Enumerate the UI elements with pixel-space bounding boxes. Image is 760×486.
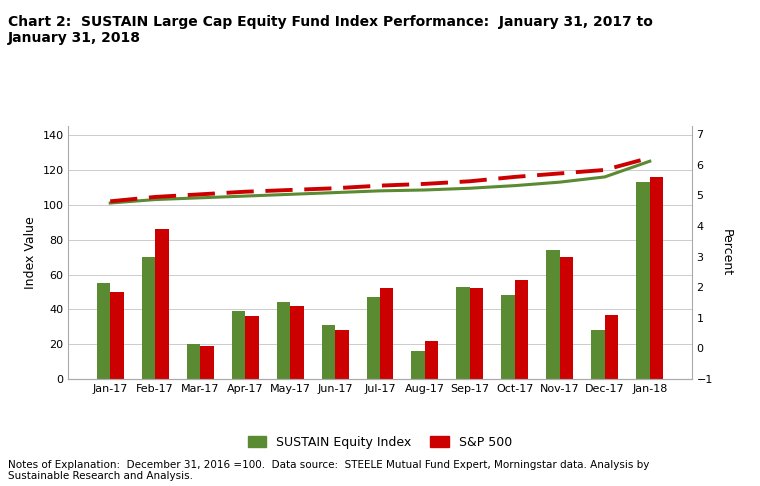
Bar: [155, 229, 169, 379]
Bar: [650, 177, 663, 379]
Bar: [591, 330, 605, 379]
Bar: [515, 280, 528, 379]
Bar: [335, 330, 349, 379]
Text: Chart 2:  SUSTAIN Large Cap Equity Fund Index Performance:  January 31, 2017 to
: Chart 2: SUSTAIN Large Cap Equity Fund I…: [8, 15, 653, 45]
Legend: SUSTAIN Equity Index, S&P 500: SUSTAIN Equity Index, S&P 500: [242, 431, 518, 454]
Bar: [411, 351, 425, 379]
Bar: [232, 311, 245, 379]
Bar: [380, 289, 394, 379]
Bar: [200, 346, 214, 379]
Bar: [636, 182, 650, 379]
Bar: [425, 341, 439, 379]
Bar: [245, 316, 258, 379]
Bar: [502, 295, 515, 379]
Bar: [321, 325, 335, 379]
Y-axis label: Index Value: Index Value: [24, 216, 36, 289]
Bar: [277, 302, 290, 379]
Bar: [605, 314, 619, 379]
Bar: [560, 257, 573, 379]
Bar: [546, 250, 560, 379]
Bar: [141, 257, 155, 379]
Bar: [470, 289, 483, 379]
Bar: [110, 292, 124, 379]
Text: Notes of Explanation:  December 31, 2016 =100.  Data source:  STEELE Mutual Fund: Notes of Explanation: December 31, 2016 …: [8, 460, 649, 481]
Bar: [457, 287, 470, 379]
Bar: [187, 344, 200, 379]
Y-axis label: Percent: Percent: [719, 229, 733, 276]
Bar: [97, 283, 110, 379]
Bar: [290, 306, 303, 379]
Bar: [366, 297, 380, 379]
